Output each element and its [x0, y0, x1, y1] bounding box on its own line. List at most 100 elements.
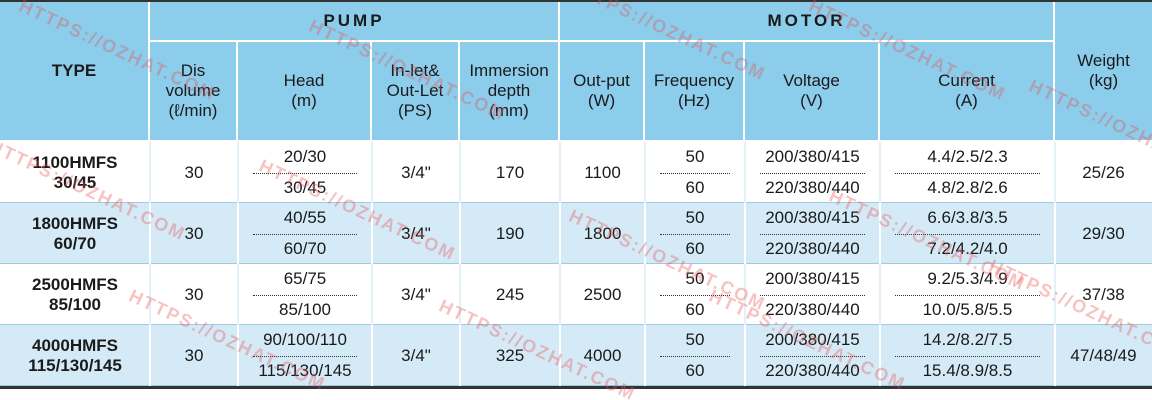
value-cell: 190	[495, 223, 525, 243]
sub-cell: 7.2/4.2/4.0	[927, 238, 1008, 258]
column-divider	[744, 203, 746, 264]
sub-cell: 220/380/440	[765, 360, 860, 380]
value-cell: 1800	[583, 223, 622, 243]
sub-divider	[253, 172, 357, 174]
column-divider	[644, 142, 646, 203]
sub-cell: 90/100/110	[263, 330, 347, 350]
text-line: Frequency	[653, 71, 735, 90]
column-divider	[1054, 203, 1056, 264]
column-divider	[237, 142, 239, 203]
sub-cell: 9.2/5.3/4.9	[927, 269, 1008, 289]
column-divider	[149, 325, 151, 386]
text-line: Voltage	[783, 71, 840, 90]
sub-cell: 115/130/145	[258, 360, 352, 380]
text-line: (m)	[291, 91, 317, 110]
column-divider	[559, 203, 561, 264]
value-cell: 170	[495, 162, 525, 182]
column-header: Voltage (V)	[745, 42, 880, 142]
sub-cell: 15.4/8.9/8.5	[922, 360, 1013, 380]
text-line: 85/100	[49, 294, 101, 314]
column-header: Immersion depth (mm)	[460, 42, 560, 142]
value-cell: 2500	[583, 284, 622, 304]
type-header: TYPE	[0, 2, 150, 142]
type-cell: 1800HMFS 60/70	[0, 203, 150, 264]
sub-cell: 60	[685, 177, 705, 197]
column-divider	[559, 264, 561, 325]
type-cell: 2500HMFS 85/100	[0, 264, 150, 325]
sub-divider	[760, 294, 865, 296]
text-line: 1100HMFS	[32, 152, 118, 172]
weight-header: Weight (kg)	[1055, 2, 1152, 142]
text-line: (A)	[955, 91, 978, 110]
sub-cell: 30/45	[283, 177, 327, 197]
sub-cell: 50	[685, 330, 705, 350]
motor-header: MOTOR	[560, 2, 1055, 42]
type-cell: 1100HMFS 30/45	[0, 142, 150, 203]
weight-cell: 29/30	[1082, 223, 1125, 243]
column-divider	[149, 264, 151, 325]
sub-divider	[660, 355, 730, 357]
top-rule	[0, 0, 1152, 2]
sub-cell: 200/380/415	[765, 330, 860, 350]
column-divider	[1054, 142, 1056, 203]
sub-cell: 60	[685, 360, 705, 380]
column-divider	[644, 325, 646, 386]
column-divider	[559, 325, 561, 386]
sub-divider	[660, 233, 730, 235]
text-line: Dis	[180, 61, 206, 80]
weight-cell: 25/26	[1082, 162, 1125, 182]
text-line: (mm)	[489, 101, 529, 120]
sub-divider	[253, 294, 357, 296]
pump-header: PUMP	[150, 2, 560, 42]
column-header: Current (A)	[880, 42, 1055, 142]
value-cell: 3/4"	[401, 284, 431, 304]
column-divider	[879, 142, 881, 203]
column-divider	[744, 264, 746, 325]
value-cell: 30	[184, 345, 204, 365]
sub-cell: 65/75	[283, 269, 327, 289]
sub-cell: 14.2/8.2/7.5	[922, 330, 1013, 350]
sub-cell: 50	[685, 208, 705, 228]
column-divider	[459, 264, 461, 325]
column-divider	[237, 325, 239, 386]
sub-cell: 220/380/440	[765, 299, 860, 319]
sub-cell: 200/380/415	[765, 147, 860, 167]
sub-cell: 20/30	[283, 147, 327, 167]
sub-cell: 220/380/440	[765, 177, 860, 197]
value-cell: 30	[184, 284, 204, 304]
value-cell: 3/4"	[401, 162, 431, 182]
text-line: Immersion	[469, 61, 549, 80]
column-divider	[149, 142, 151, 203]
value-cell: 4000	[583, 345, 622, 365]
column-divider	[744, 142, 746, 203]
column-divider	[559, 142, 561, 203]
column-divider	[459, 325, 461, 386]
value-cell: 30	[184, 223, 204, 243]
sub-cell: 40/55	[283, 208, 327, 228]
sub-cell: 6.6/3.8/3.5	[927, 208, 1008, 228]
text-line: (V)	[800, 91, 823, 110]
value-cell: 1100	[584, 162, 621, 182]
sub-cell: 4.8/2.8/2.6	[927, 177, 1008, 197]
value-cell: 3/4"	[401, 223, 431, 243]
column-divider	[1054, 264, 1056, 325]
sub-cell: 50	[685, 147, 705, 167]
column-divider	[1054, 325, 1056, 386]
value-cell: 3/4"	[401, 345, 431, 365]
bottom-rule	[0, 386, 1152, 389]
text-line: (Hz)	[677, 91, 711, 110]
column-divider	[149, 203, 151, 264]
sub-divider	[760, 355, 865, 357]
text-line: 4000HMFS	[32, 335, 118, 355]
text-line: Weight	[1077, 51, 1130, 70]
column-divider	[371, 264, 373, 325]
text-line: 1800HMFS	[32, 213, 118, 233]
text-line: 30/45	[53, 172, 97, 192]
sub-cell: 50	[685, 269, 705, 289]
value-cell: 30	[184, 162, 204, 182]
text-line: Out-put	[573, 71, 630, 90]
sub-divider	[253, 355, 357, 357]
column-divider	[879, 264, 881, 325]
column-divider	[879, 203, 881, 264]
column-divider	[744, 325, 746, 386]
